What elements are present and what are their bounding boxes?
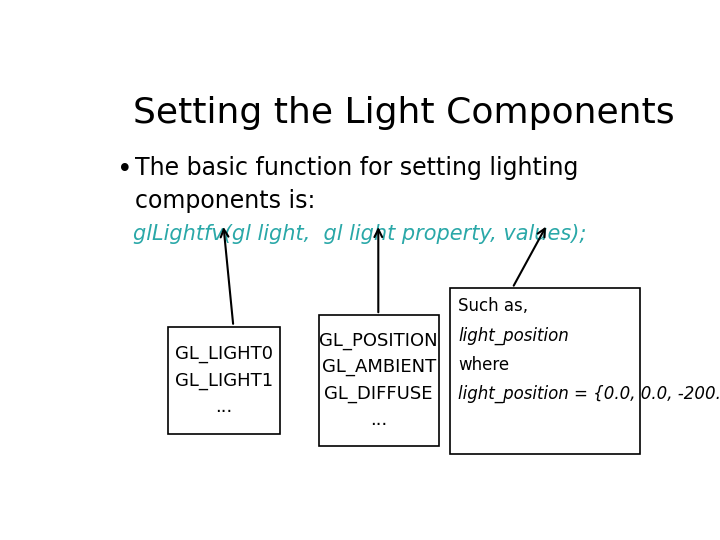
Text: light_position: light_position [458, 327, 569, 345]
Text: The basic function for setting lighting
components is:: The basic function for setting lighting … [135, 156, 578, 213]
Text: GL_LIGHT0
GL_LIGHT1
...: GL_LIGHT0 GL_LIGHT1 ... [175, 345, 273, 416]
Bar [319, 315, 438, 446]
Text: GL_POSITION
GL_AMBIENT
GL_DIFFUSE
...: GL_POSITION GL_AMBIENT GL_DIFFUSE ... [320, 332, 438, 429]
Text: glLightfv(gl light,  gl light property, values);: glLightfv(gl light, gl light property, v… [132, 224, 586, 244]
Text: •: • [117, 157, 132, 183]
Bar [168, 327, 280, 434]
Text: light_position = {0.0, 0.0, -200.0}: light_position = {0.0, 0.0, -200.0} [458, 385, 720, 403]
Text: Setting the Light Components: Setting the Light Components [132, 96, 674, 130]
Text: Such as,: Such as, [458, 298, 528, 315]
Text: where: where [458, 356, 509, 374]
Bar [451, 288, 640, 454]
